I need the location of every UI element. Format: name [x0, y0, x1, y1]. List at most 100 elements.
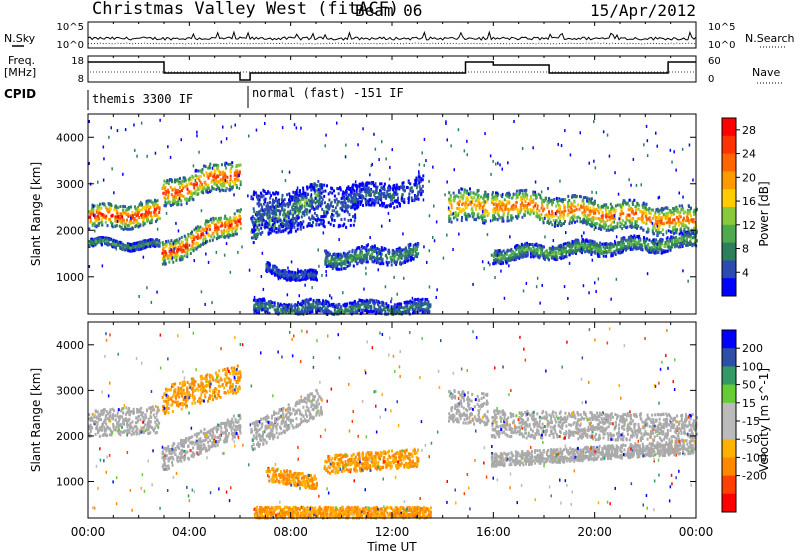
power-cell: [200, 235, 202, 239]
power-cell: [250, 230, 253, 234]
power-cell: [149, 245, 152, 249]
power-cell: [270, 208, 273, 212]
power-cell: [337, 200, 340, 204]
power-cell: [538, 209, 541, 213]
power-cell: [629, 198, 632, 202]
power-cell: [286, 202, 289, 206]
power-cell: [308, 216, 311, 220]
power-cell: [223, 184, 226, 188]
power-cell: [616, 225, 619, 229]
power-cell: [288, 269, 291, 273]
power-cell: [645, 217, 648, 221]
power-cell: [693, 213, 696, 216]
power-cell: [208, 174, 211, 177]
power-cell: [208, 224, 211, 228]
power-cell: [217, 169, 220, 173]
power-cell: [173, 242, 176, 246]
power-cell: [140, 202, 143, 206]
power-cell: [330, 200, 333, 204]
power-cell: [121, 211, 124, 215]
power-cell: [227, 220, 230, 224]
power-cell: [631, 209, 634, 213]
power-cell: [608, 228, 611, 232]
power-cell: [600, 227, 603, 231]
power-cell: [324, 259, 327, 263]
power-cell: [135, 214, 138, 218]
power-cell: [278, 270, 281, 274]
power-cell: [127, 246, 130, 250]
power-cell: [168, 241, 171, 245]
power-cell: [135, 224, 138, 228]
power-cell: [366, 199, 369, 203]
power-cell: [558, 197, 561, 201]
power-cell: [640, 216, 643, 220]
power-cell: [573, 200, 576, 204]
power-cell: [573, 209, 576, 213]
power-cell: [560, 222, 563, 226]
power-cell: [281, 207, 284, 211]
power-cell: [683, 227, 686, 231]
power-cell: [447, 208, 450, 212]
power-cell: [146, 219, 149, 223]
power-cell: [689, 219, 692, 223]
power-cell: [388, 184, 391, 188]
power-cell: [593, 240, 596, 244]
power-cell: [286, 275, 289, 279]
power-cell: [351, 189, 353, 193]
power-cell: [457, 190, 460, 194]
power-cell: [103, 203, 106, 207]
power-cell: [310, 277, 312, 281]
power-cell: [623, 224, 626, 228]
power-cell: [551, 203, 554, 207]
power-cell: [104, 206, 107, 210]
power-cell: [666, 221, 668, 225]
power-cell: [540, 201, 543, 205]
power-cell: [262, 218, 265, 222]
power-cell: [534, 193, 537, 197]
power-cell: [137, 213, 139, 217]
power-cell: [200, 190, 203, 194]
power-cell: [270, 227, 273, 231]
power-cell: [280, 220, 283, 224]
power-cell: [263, 213, 265, 217]
power-cell: [206, 231, 209, 235]
power-cell: [255, 218, 258, 222]
power-cell: [164, 256, 167, 260]
power-cell: [593, 202, 596, 206]
power-cell: [660, 218, 663, 222]
power-cell: [569, 206, 572, 210]
power-cell: [651, 230, 654, 234]
cpid-label: CPID: [4, 87, 36, 101]
power-cell: [315, 214, 318, 217]
power-cell: [692, 218, 695, 221]
power-cell: [679, 215, 682, 219]
power-cell: [141, 212, 144, 216]
power-cell: [304, 194, 307, 198]
power-cell: [557, 245, 560, 249]
power-cell: [208, 165, 211, 169]
power-cell: [393, 250, 396, 254]
power-cell: [548, 222, 551, 226]
power-cell: [414, 247, 417, 251]
power-cell: [315, 205, 318, 209]
power-cell: [176, 203, 179, 207]
power-cell: [282, 199, 285, 203]
power-cell: [415, 247, 418, 251]
power-cell: [420, 177, 423, 181]
power-cell: [195, 183, 198, 187]
power-cell: [264, 222, 267, 226]
power-cell: [288, 275, 291, 279]
power-cell: [173, 201, 176, 205]
power-cell: [267, 269, 270, 273]
power-cell: [411, 253, 414, 257]
power-cell: [126, 218, 128, 222]
power-cell: [543, 207, 546, 211]
power-cell: [590, 218, 593, 222]
power-cell: [211, 186, 214, 190]
power-cell: [145, 242, 148, 246]
power-cell: [410, 186, 413, 190]
power-cell: [361, 181, 364, 185]
power-cell: [383, 185, 386, 189]
power-cell: [318, 223, 321, 227]
power-cell: [311, 203, 314, 207]
